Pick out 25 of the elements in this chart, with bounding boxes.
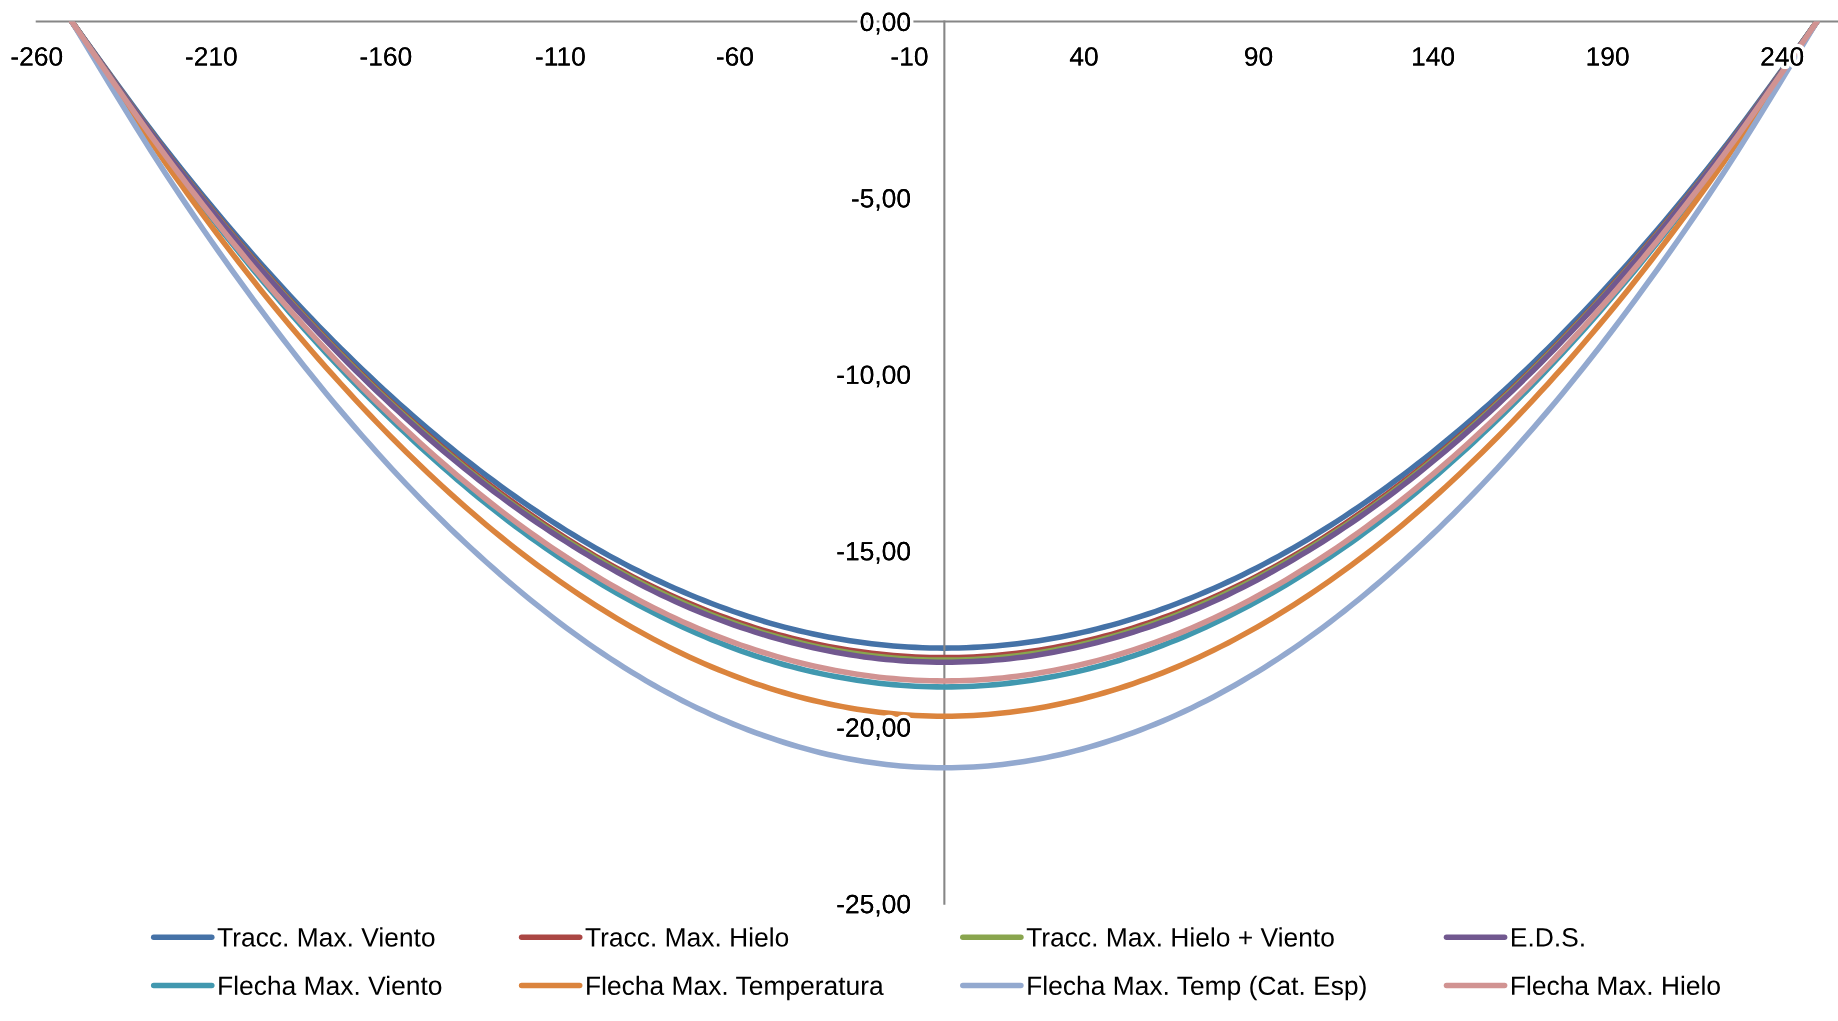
y-tick-label: -5,00 [852,189,910,211]
x-tick-label: -210 [186,47,237,66]
x-tick-label: 190 [1587,47,1629,66]
legend-label: Tracc. Max. Hielo [585,927,789,947]
y-tick-label: -15,00 [837,541,910,564]
legend-label: Flecha Max. Temperatura [587,975,884,1001]
y-tick-label: -10,00 [837,365,910,388]
legend-label: Flecha Max. Hielo [1512,975,1720,996]
x-tick-label: 240 [1761,47,1804,66]
x-tick-label: 90 [1245,47,1273,66]
x-tick-label: -260 [11,47,63,66]
y-tick-label: 0,00 [860,12,910,35]
legend-label: Tracc. Max. Hielo + Viento [1026,927,1334,947]
x-tick-label: 40 [1069,47,1098,66]
x-tick-label: -160 [360,47,412,66]
x-tick-label: -60 [717,47,753,66]
x-tick-label: -110 [536,47,585,66]
legend-label: E.D.S. [1512,928,1584,947]
y-tick-label: -20,00 [837,718,910,741]
legend-label: Flecha Max. Temp (Cat. Esp) [1028,975,1366,1001]
y-tick-label: -25,00 [837,894,910,917]
legend-label: Tracc. Max. Viento [217,927,435,947]
x-tick-label: 140 [1413,47,1455,66]
x-tick-label: -10 [891,47,928,66]
legend-label: Flecha Max. Viento [219,975,442,996]
